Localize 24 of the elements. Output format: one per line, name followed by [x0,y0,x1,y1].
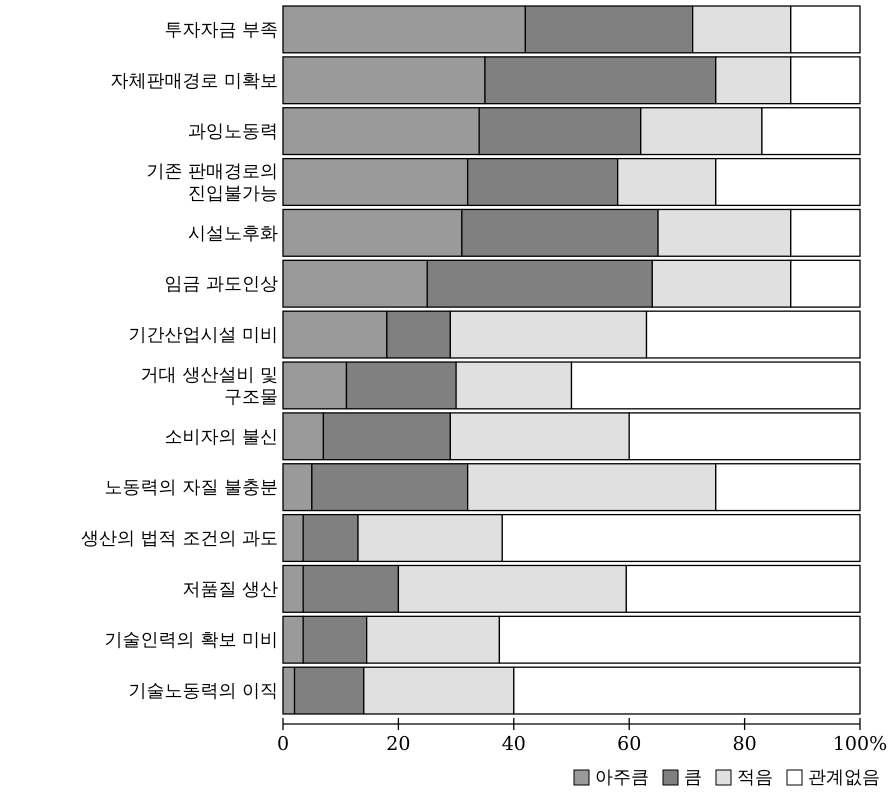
x-tick-label: 60 [617,733,642,756]
y-tick-label: 거대 생산설비 및 구조물 [140,364,278,408]
x-tick-label: 100% [832,733,888,756]
y-tick-label: 노동력의 자질 불충분 [104,477,278,498]
x-tick-label: 0 [276,733,290,756]
legend-label: 큼 [684,767,702,788]
y-tick-label: 자체판매경로 미확보 [110,70,278,92]
y-tick-label: 과잉노동력 [188,121,278,142]
y-tick-label: 기존 판매경로의 진입불가능 [146,160,278,204]
x-tick-label: 40 [502,733,526,756]
y-tick-label: 투자자금 부족 [164,19,278,40]
y-tick-label: 임금 과도인상 [164,274,278,295]
y-tick-label: 기술노동력의 이직 [128,680,278,702]
y-tick-label: 생산의 법적 조건의 과도 [80,528,278,550]
legend-label: 관계없음 [808,767,880,788]
x-tick-label: 80 [732,733,757,756]
y-tick-label: 기술인력의 확보 미비 [104,630,278,651]
y-tick-label: 기간산업시설 미비 [128,324,278,346]
y-tick-label: 저품질 생산 [182,578,278,600]
legend-label: 적음 [737,767,773,788]
legend-label: 아주큼 [595,767,649,788]
y-tick-label: 소비자의 불신 [164,426,278,448]
x-tick-label: 20 [386,733,410,756]
y-tick-label: 시설노후화 [188,222,278,244]
